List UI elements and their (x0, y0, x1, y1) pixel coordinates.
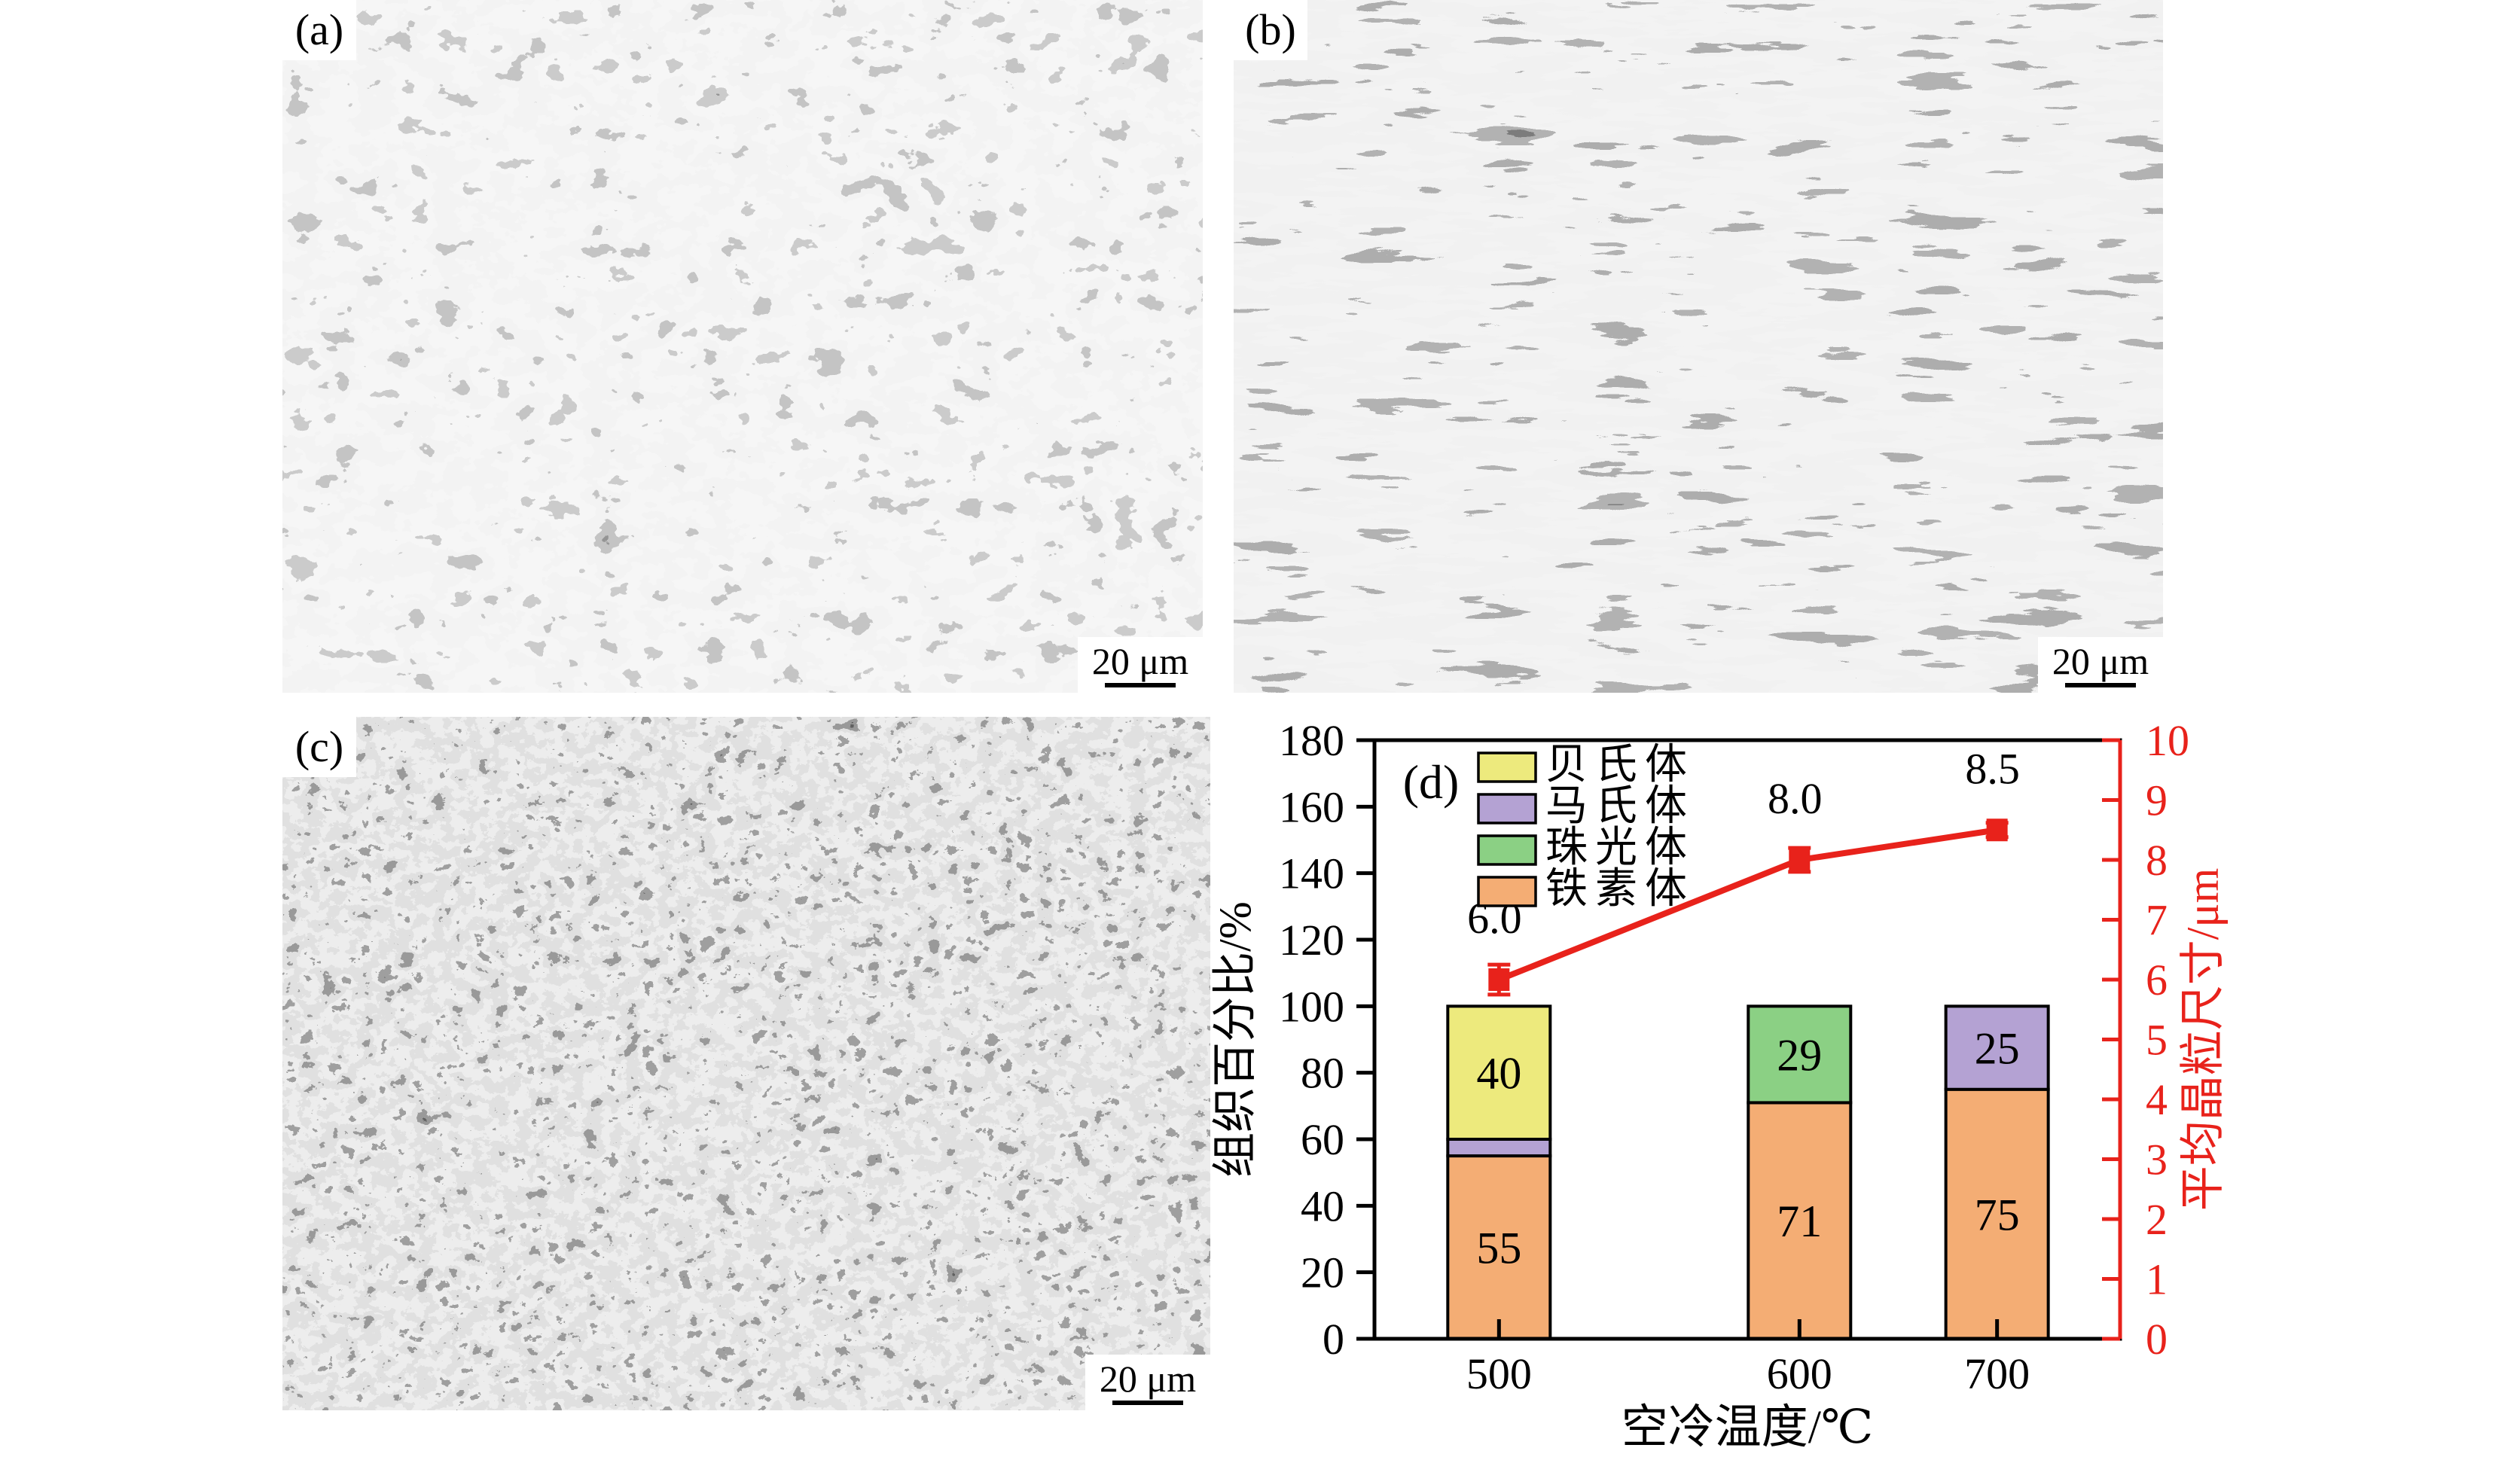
legend-swatch-马氏体 (1477, 793, 1537, 825)
line-marker (1986, 818, 2008, 842)
x-axis-title: 空冷温度/℃ (1622, 1402, 1874, 1453)
bar-value-label: 55 (1476, 1224, 1521, 1273)
chart-panel-d: 55 71 75 25 29 40 0 20 40 60 80 100 120 140 160 180 500 6… (1205, 693, 2335, 1457)
right-axis-tick-label: 8 (2146, 836, 2168, 885)
legend-swatch-贝氏体 (1477, 751, 1537, 783)
left-axis-tick-label: 40 (1301, 1181, 1344, 1230)
legend-label: 马氏体 (1545, 783, 1695, 830)
right-axis-tick-label: 5 (2146, 1016, 2168, 1065)
right-axis-tick-label: 2 (2146, 1195, 2168, 1244)
bar-segment-马氏体-500 (1446, 1138, 1552, 1158)
panel-label-a-text: (a) (294, 5, 344, 54)
bar-segment-铁素体-500 (1446, 1154, 1552, 1340)
left-axis-tick-label: 180 (1279, 716, 1344, 765)
bar-segment-马氏体-700 (1944, 1004, 2050, 1091)
bar-segment-铁素体-600 (1747, 1101, 1853, 1341)
micrograph-c-image (282, 717, 1210, 1410)
legend-swatch-珠光体 (1477, 834, 1537, 866)
scale-bar-line-a (1105, 683, 1176, 687)
micrograph-panel-a: (a) 20 μm (282, 0, 1203, 693)
micrograph-b-image (1234, 0, 2163, 693)
left-axis-tick-label: 80 (1301, 1049, 1344, 1098)
bar-segment-贝氏体-500 (1446, 1004, 1552, 1142)
line-marker (1488, 968, 1510, 991)
bar-value-label: 71 (1777, 1196, 1822, 1246)
scale-bar-line-c (1112, 1401, 1183, 1405)
panel-label-c-text: (c) (294, 722, 344, 771)
right-axis-tick-label: 4 (2146, 1075, 2168, 1124)
left-axis-tick-label: 160 (1279, 782, 1344, 831)
panel-label-c: (c) (282, 717, 356, 777)
x-axis-tick-label: 500 (1466, 1349, 1532, 1398)
scale-bar-text-b: 20 μm (2052, 640, 2149, 682)
line-point-label: 8.5 (1965, 744, 2020, 793)
panel-label-d: (d) (1403, 755, 1460, 809)
right-axis-title: 平均晶粒尺寸/μm (2178, 868, 2228, 1212)
legend-label: 珠光体 (1545, 825, 1695, 871)
right-axis-tick-label: 0 (2146, 1315, 2168, 1364)
right-axis-tick-label: 1 (2146, 1255, 2168, 1304)
line-marker (1789, 849, 1811, 871)
left-axis-tick-label: 100 (1279, 982, 1344, 1031)
micrograph-a-image (282, 0, 1203, 693)
bar-value-label: 29 (1777, 1030, 1822, 1080)
panel-label-a: (a) (282, 0, 356, 60)
bar-value-label: 40 (1476, 1049, 1521, 1099)
panel-label-b: (b) (1234, 0, 1307, 60)
left-axis-tick-label: 0 (1323, 1315, 1344, 1364)
legend-label: 贝氏体 (1545, 742, 1695, 788)
bar-value-label: 25 (1975, 1024, 2020, 1074)
scale-bar-box-a: 20 μm (1078, 637, 1203, 693)
left-axis-tick-label: 20 (1301, 1248, 1344, 1297)
legend-swatch-铁素体 (1477, 876, 1537, 907)
scale-bar-text-a: 20 μm (1091, 640, 1189, 682)
x-axis-tick-label: 700 (1964, 1349, 2030, 1398)
micrograph-panel-b: (b) 20 μm (1234, 0, 2163, 693)
right-axis-tick-label: 9 (2146, 776, 2168, 825)
line-point-label: 8.0 (1768, 774, 1823, 823)
right-axis-tick-label: 7 (2146, 896, 2168, 945)
panel-label-b-text: (b) (1245, 5, 1296, 54)
bar-segment-珠光体-600 (1747, 1004, 1853, 1105)
scale-bar-line-b (2065, 683, 2136, 687)
right-axis-tick-label: 6 (2146, 956, 2168, 1004)
right-axis-tick-label: 3 (2146, 1135, 2168, 1184)
scale-bar-box-c: 20 μm (1085, 1355, 1210, 1410)
x-axis-tick-label: 600 (1767, 1349, 1832, 1398)
left-axis-title: 组织百分比/% (1210, 901, 1260, 1178)
micrograph-panel-c: (c) 20 μm (282, 717, 1210, 1410)
bar-value-label: 75 (1975, 1190, 2020, 1239)
scale-bar-box-b: 20 μm (2038, 637, 2163, 693)
left-axis-tick-label: 120 (1279, 916, 1344, 965)
left-axis-tick-label: 140 (1279, 849, 1344, 898)
left-axis-tick-label: 60 (1301, 1115, 1344, 1164)
legend-label: 铁素体 (1545, 866, 1695, 913)
scale-bar-text-c: 20 μm (1099, 1358, 1197, 1400)
right-axis-tick-label: 10 (2146, 716, 2189, 765)
